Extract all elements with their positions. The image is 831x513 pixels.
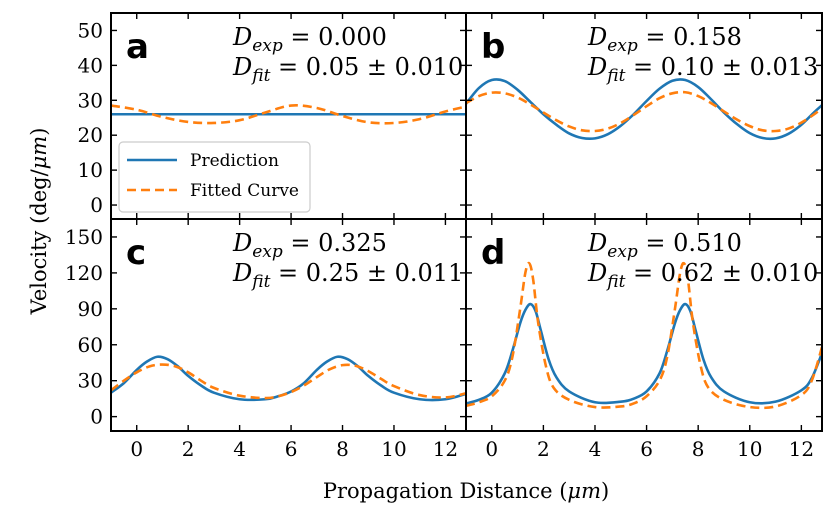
panel-d-d-fit-subscript: fit [605, 272, 625, 292]
panel-d-d-exp-value: = 0.510 [638, 229, 742, 257]
x-axis-title-close: ) [601, 479, 609, 503]
legend-prediction-label: Prediction [190, 151, 279, 171]
panel-a-ytick-label-50: 50 [78, 18, 103, 42]
panel-b-d-fit: Dfit = 0.10 ± 0.013 [587, 53, 818, 86]
panel-c-fitted-line [111, 363, 466, 400]
panel-c-d-exp-value: = 0.325 [283, 229, 387, 257]
panel-d-frame [465, 218, 823, 432]
panel-c-d-fit-value: = 0.25 ± 0.011 [270, 259, 463, 287]
panel-a-letter: a [126, 27, 149, 67]
x-axis-title-unit: μm [567, 479, 601, 503]
panel-c-d-exp-subscript: exp [252, 242, 283, 262]
panel-c-d-exp: Dexp = 0.325 [232, 229, 387, 262]
panel-c-ytick-label-0: 0 [90, 405, 103, 429]
panel-d-d-fit-value: = 0.62 ± 0.010 [625, 259, 818, 287]
x-axis-title: Propagation Distance (μm) [323, 479, 609, 503]
legend: Prediction Fitted Curve [118, 141, 311, 213]
panel-c-xtick-label-12: 12 [433, 437, 458, 461]
panel-c-ytick-label-120: 120 [65, 261, 103, 285]
panel-d-xtick-label-8: 8 [692, 437, 705, 461]
panel-c-ytick-label-30: 30 [78, 369, 103, 393]
panel-c-ytick-label-90: 90 [78, 297, 103, 321]
panel-b-prediction-line [466, 78, 822, 141]
y-axis-title-close: ) [27, 128, 51, 136]
panel-a-fitted-line [111, 104, 466, 125]
panel-b-d-fit-symbol: D [587, 53, 607, 81]
y-axis-title-text: Velocity (deg/ [27, 168, 51, 315]
panel-a-d-exp: Dexp = 0.000 [232, 23, 387, 56]
panel-d-xtick-label-0: 0 [485, 437, 498, 461]
panel-d-xtick-label-2: 2 [537, 437, 550, 461]
panel-c-series [111, 355, 466, 402]
panel-d-xtick-label-4: 4 [589, 437, 602, 461]
panel-c-d-fit: Dfit = 0.25 ± 0.011 [232, 259, 463, 292]
panel-d-xtick-label-6: 6 [640, 437, 653, 461]
panel-b-letter: b [481, 27, 505, 67]
panel-a-ytick-label-30: 30 [78, 88, 103, 112]
legend-fitted-label: Fitted Curve [190, 181, 299, 201]
panel-a-d-fit-symbol: D [232, 53, 252, 81]
panel-a-ytick-label-20: 20 [78, 123, 103, 147]
panel-c-ytick-label-60: 60 [78, 333, 103, 357]
panel-c-xtick-label-0: 0 [130, 437, 143, 461]
panel-b-d-fit-value: = 0.10 ± 0.013 [625, 53, 818, 81]
y-axis-title: Velocity (deg/μm) [27, 128, 51, 316]
y-axis-title-unit: μm [27, 136, 51, 170]
panel-c-xtick-label-2: 2 [182, 437, 195, 461]
panel-a-ytick-label-0: 0 [90, 193, 103, 217]
panel-b-d-exp-symbol: D [587, 23, 607, 51]
panel-d-xtick-label-10: 10 [737, 437, 762, 461]
panel-c-d-exp-symbol: D [232, 229, 252, 257]
panel-d-d-fit-symbol: D [587, 259, 607, 287]
panel-d-d-exp: Dexp = 0.510 [587, 229, 742, 262]
panel-d-letter: d [481, 233, 505, 273]
panel-a-d-exp-subscript: exp [252, 36, 283, 56]
panel-b-d-exp: Dexp = 0.158 [587, 23, 742, 56]
panel-b-series [466, 78, 822, 141]
panel-c-d-fit-symbol: D [232, 259, 252, 287]
panel-a-d-exp-symbol: D [232, 23, 252, 51]
panel-a-d-exp-value: = 0.000 [283, 23, 387, 51]
panel-c-xtick-label-10: 10 [381, 437, 406, 461]
panel-c-xtick-label-4: 4 [233, 437, 246, 461]
panel-a-series [111, 104, 466, 125]
panel-b-d-exp-subscript: exp [607, 36, 638, 56]
panel-d-series [466, 261, 822, 410]
panel-c: 0 30 60 90 120 150 0 2 4 6 8 10 12 c Dexp = 0.325Dfit … [65, 218, 467, 461]
panel-d-d-exp-subscript: exp [607, 242, 638, 262]
panel-d-xtick-label-12: 12 [789, 437, 814, 461]
panel-c-d-fit-subscript: fit [250, 272, 270, 292]
panel-b-fitted-line [466, 90, 822, 133]
panel-a-d-fit: Dfit = 0.05 ± 0.010 [232, 53, 463, 86]
panel-a-ytick-label-40: 40 [78, 53, 103, 77]
panel-d-prediction-line [466, 302, 822, 405]
panel-d-d-fit: Dfit = 0.62 ± 0.010 [587, 259, 818, 292]
panel-c-xtick-label-6: 6 [285, 437, 298, 461]
panel-a-d-fit-subscript: fit [250, 66, 270, 86]
panel-c-letter: c [126, 233, 146, 273]
panel-b-d-exp-value: = 0.158 [638, 23, 742, 51]
panel-a-d-fit-value: = 0.05 ± 0.010 [270, 53, 463, 81]
panel-c-ytick-label-150: 150 [65, 225, 103, 249]
panel-a-ytick-label-10: 10 [78, 158, 103, 182]
x-axis-title-text: Propagation Distance ( [323, 479, 568, 503]
panel-d-d-exp-symbol: D [587, 229, 607, 257]
panel-c-xtick-label-8: 8 [336, 437, 349, 461]
panel-b-d-fit-subscript: fit [605, 66, 625, 86]
